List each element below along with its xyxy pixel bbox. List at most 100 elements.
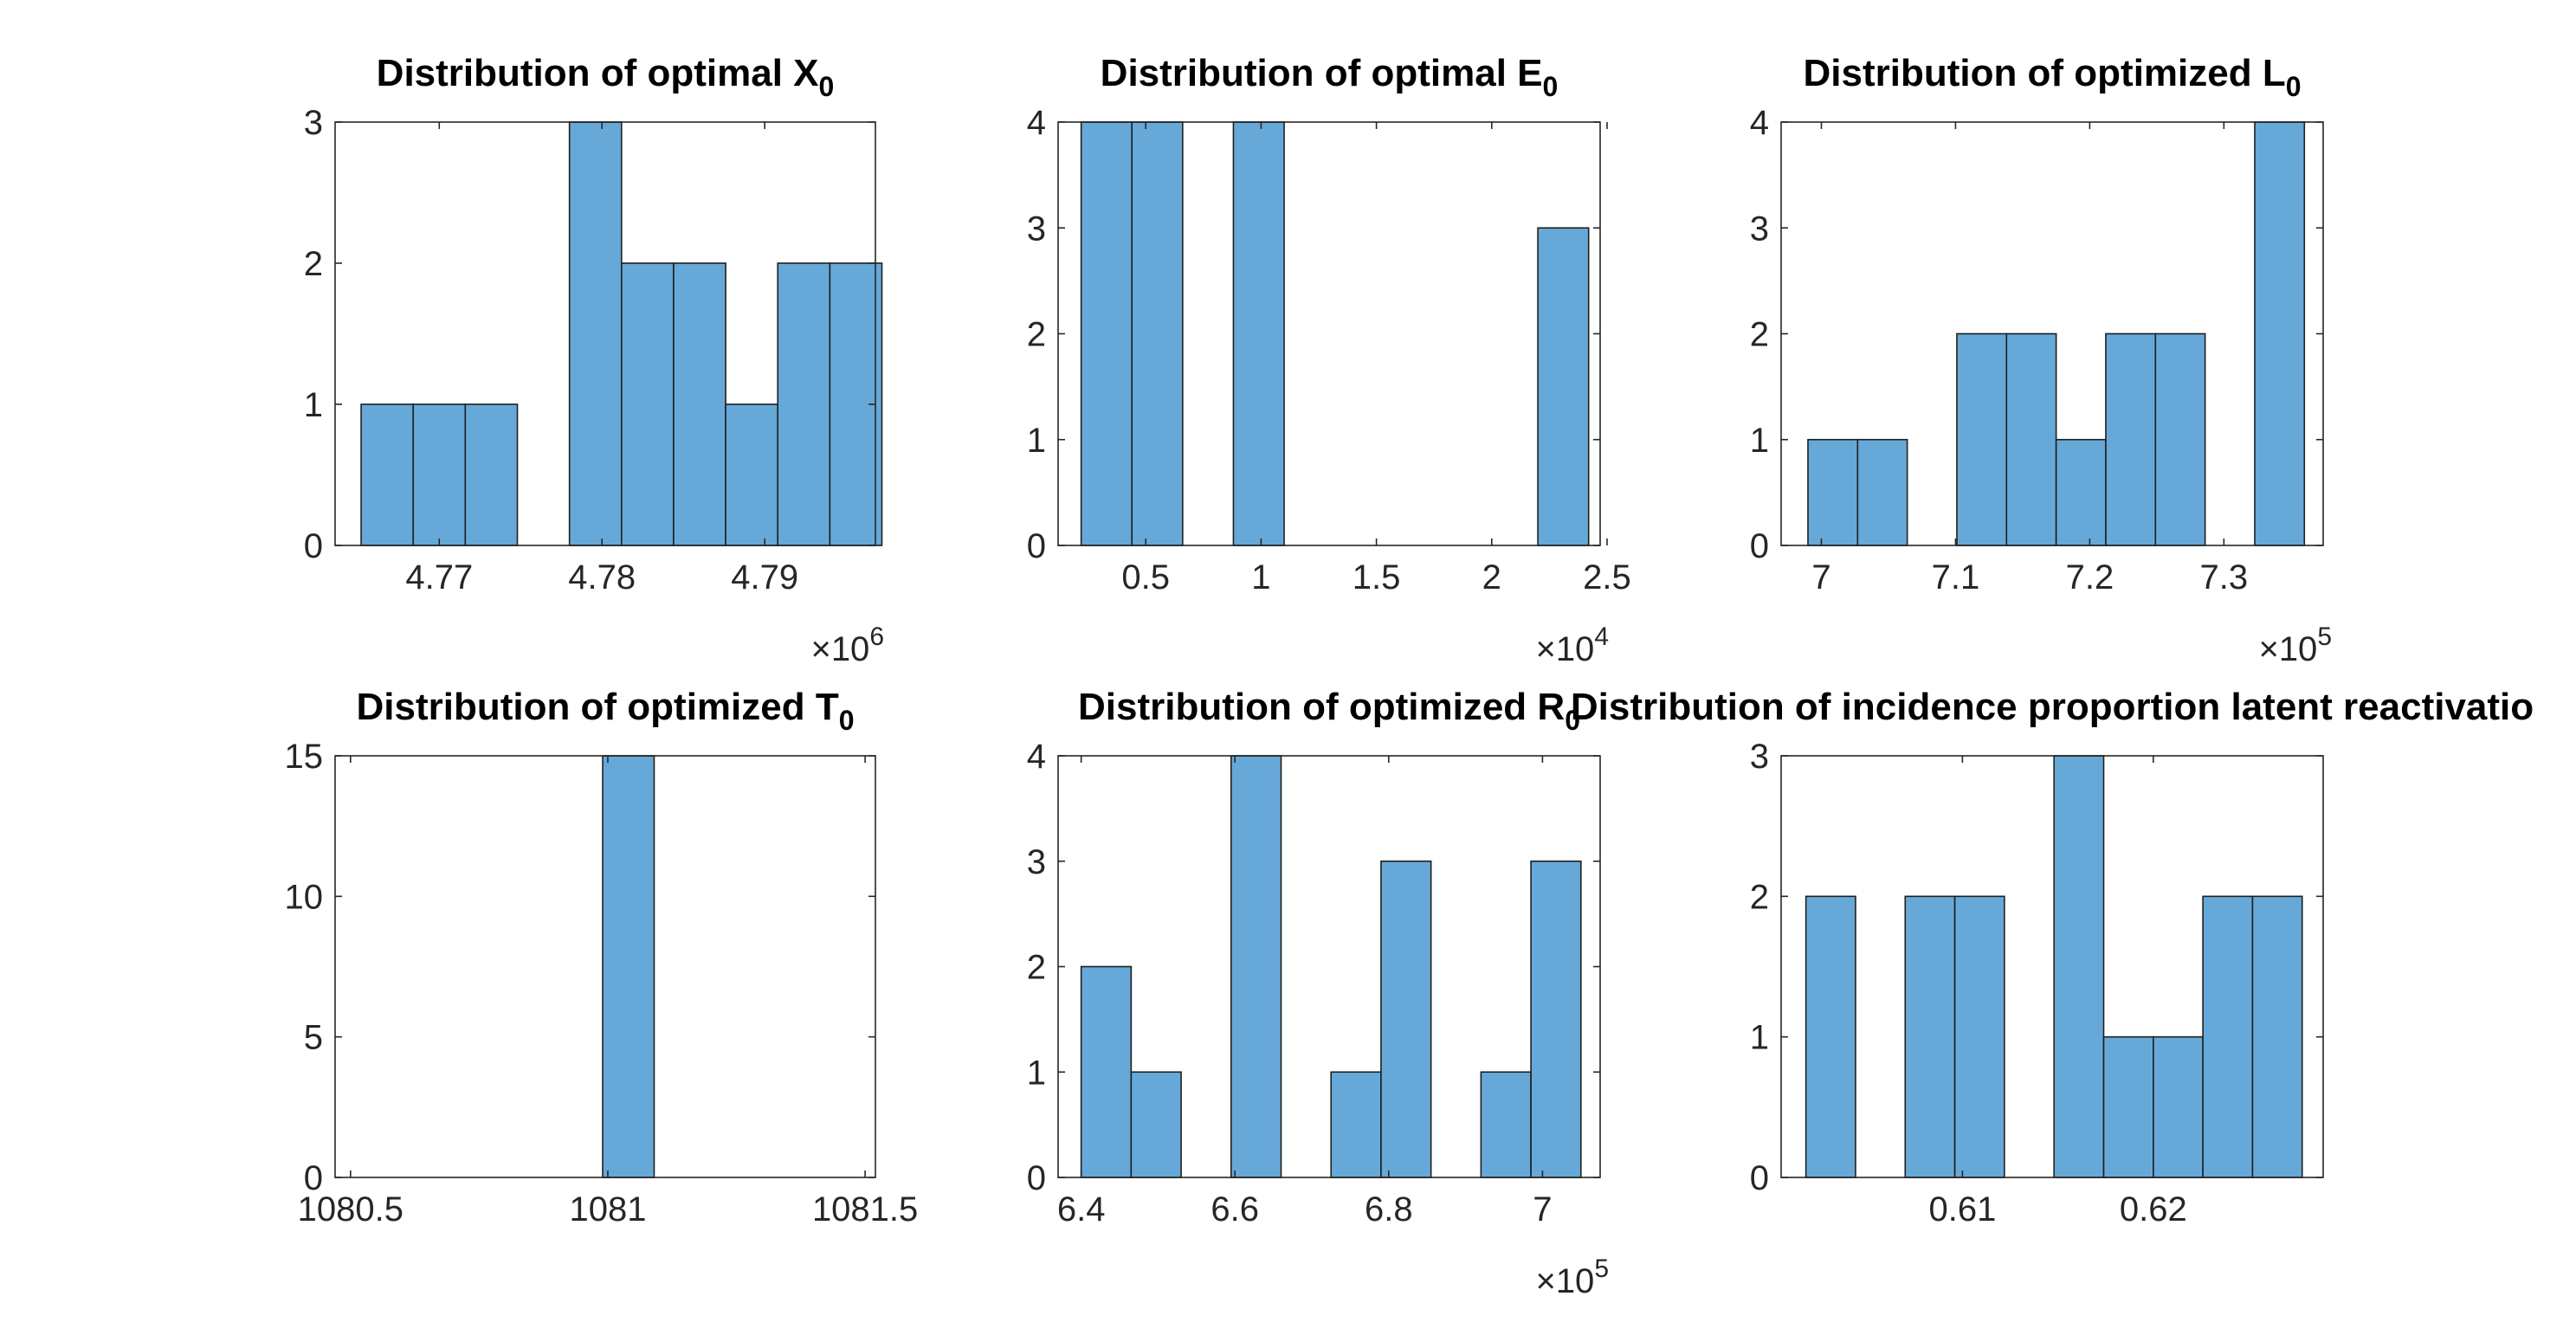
y-tick-label: 2: [1750, 878, 1769, 916]
histogram-bar: [1330, 1071, 1382, 1178]
y-tick-label: 4: [1750, 104, 1769, 142]
y-tick-label: 1: [304, 386, 323, 424]
chart-title: Distribution of optimized R0: [1078, 686, 1580, 736]
chart-title: Distribution of optimal X0: [377, 52, 835, 102]
chart-title-text: Distribution of optimized R: [1078, 686, 1565, 728]
y-tick-label: 1: [1027, 422, 1046, 460]
chart-title-text: Distribution of optimal E: [1101, 52, 1543, 94]
y-tick-label: 2: [1027, 949, 1046, 987]
histogram-bar: [2005, 332, 2057, 546]
histogram-bar: [673, 262, 726, 546]
y-tick-label: 1: [1027, 1054, 1046, 1092]
histogram-bar: [2055, 438, 2107, 546]
histogram-panel-6: 0.61 0.62 0 1 2 3 Distribution of incidence pr…: [1571, 686, 2534, 1229]
y-tick-label: 2: [1027, 316, 1046, 354]
histogram-bar: [1856, 438, 1908, 546]
x-tick-label: 2: [1482, 558, 1501, 597]
x-tick-label: 0.61: [1928, 1190, 1996, 1229]
histogram-panel-1: 4.77 4.78 4.79 0 1 2 3 Distribution of optimal …: [304, 52, 884, 668]
x-tick-label: 6.4: [1057, 1190, 1106, 1229]
x-tick-label: 4.77: [405, 558, 473, 597]
y-tick-label: 4: [1027, 738, 1046, 776]
histogram-bar: [2153, 1035, 2204, 1178]
histogram-bar: [2105, 332, 2157, 546]
x-tick-label: 4.78: [568, 558, 636, 597]
y-tick-label: 1: [1750, 422, 1769, 460]
y-tick-label: 0: [1027, 527, 1046, 565]
x-exponent-base: ×10: [1535, 630, 1594, 668]
y-tick-label: 0: [1750, 527, 1769, 565]
chart-title: Distribution of optimal E0: [1101, 52, 1559, 102]
histogram-bar: [1131, 121, 1184, 546]
histogram-bar: [1956, 332, 2008, 546]
histogram-bar: [620, 262, 675, 546]
x-exponent-base: ×10: [810, 630, 869, 668]
histogram-bar: [777, 262, 831, 546]
y-tick-label: 3: [1027, 843, 1046, 881]
y-tick-label: 10: [285, 878, 324, 916]
x-tick-label: 6.8: [1365, 1190, 1413, 1229]
histogram-bar: [1230, 755, 1282, 1178]
histogram-bar: [412, 403, 467, 546]
x-tick-label: 7.1: [1932, 558, 1980, 597]
histogram-bar: [2154, 332, 2206, 546]
chart-title: Distribution of optimized T0: [356, 686, 854, 736]
x-tick-label: 7.2: [2066, 558, 2114, 597]
axes-box: [334, 121, 876, 546]
y-tick-label: 2: [1750, 316, 1769, 354]
x-tick-label: 7: [1533, 1190, 1552, 1229]
histogram-bar: [2102, 1035, 2154, 1178]
chart-title-subscript: 0: [819, 71, 835, 102]
histogram-bar: [725, 403, 779, 546]
histogram-bar: [1953, 895, 2005, 1178]
x-exponent-power: 5: [2317, 622, 2332, 651]
x-tick-label: 2.5: [1583, 558, 1631, 597]
x-tick-label: 7: [1811, 558, 1830, 597]
y-tick-label: 15: [285, 738, 324, 776]
axes-box: [1780, 755, 2324, 1178]
chart-title-subscript: 0: [1565, 705, 1580, 736]
histogram-bar: [1080, 121, 1133, 546]
y-tick-label: 3: [1750, 210, 1769, 248]
x-tick-label: 7.3: [2200, 558, 2249, 597]
chart-title-text: Distribution of optimized L: [1803, 52, 2285, 94]
chart-title-subscript: 0: [2286, 71, 2302, 102]
histogram-bar: [2251, 895, 2303, 1178]
y-tick-label: 0: [304, 1159, 323, 1197]
chart-title-subscript: 0: [1543, 71, 1559, 102]
x-tick-label: 0.5: [1121, 558, 1170, 597]
histogram-bar: [1232, 121, 1285, 546]
y-tick-label: 0: [304, 527, 323, 565]
x-exponent-base: ×10: [2258, 630, 2317, 668]
histogram-bar: [1530, 860, 1582, 1178]
y-tick-label: 0: [1027, 1159, 1046, 1197]
x-exponent-power: 4: [1594, 622, 1609, 651]
x-exponent-label: ×105: [2258, 622, 2332, 668]
x-exponent-label: ×106: [810, 622, 884, 668]
x-tick-label: 6.6: [1211, 1190, 1259, 1229]
x-exponent-base: ×10: [1535, 1262, 1594, 1300]
histogram-bar: [1904, 895, 1956, 1178]
y-tick-label: 4: [1027, 104, 1046, 142]
histogram-bar: [1130, 1071, 1182, 1178]
axes-box: [334, 755, 876, 1178]
histogram-bar: [464, 403, 519, 546]
chart-title: Distribution of incidence proportion lat…: [1571, 686, 2534, 728]
chart-title-text: Distribution of incidence proportion lat…: [1571, 686, 2534, 728]
histogram-bar: [1807, 438, 1859, 546]
x-tick-label: 1.5: [1353, 558, 1401, 597]
y-tick-label: 3: [1027, 210, 1046, 248]
chart-title: Distribution of optimized L0: [1803, 52, 2301, 102]
y-tick-label: 3: [1750, 738, 1769, 776]
histogram-bar: [2202, 895, 2254, 1178]
x-tick-label: 1081.5: [812, 1190, 918, 1229]
x-tick-label: 4.79: [731, 558, 798, 597]
x-tick-label: 1080.5: [298, 1190, 404, 1229]
chart-title-text: Distribution of optimized T: [356, 686, 838, 728]
histogram-bar: [1380, 860, 1432, 1178]
x-exponent-label: ×105: [1535, 1254, 1609, 1300]
x-exponent-label: ×104: [1535, 622, 1609, 668]
x-tick-label: 1081: [569, 1190, 646, 1229]
histogram-bar: [568, 121, 623, 546]
histogram-bar: [1537, 227, 1590, 546]
